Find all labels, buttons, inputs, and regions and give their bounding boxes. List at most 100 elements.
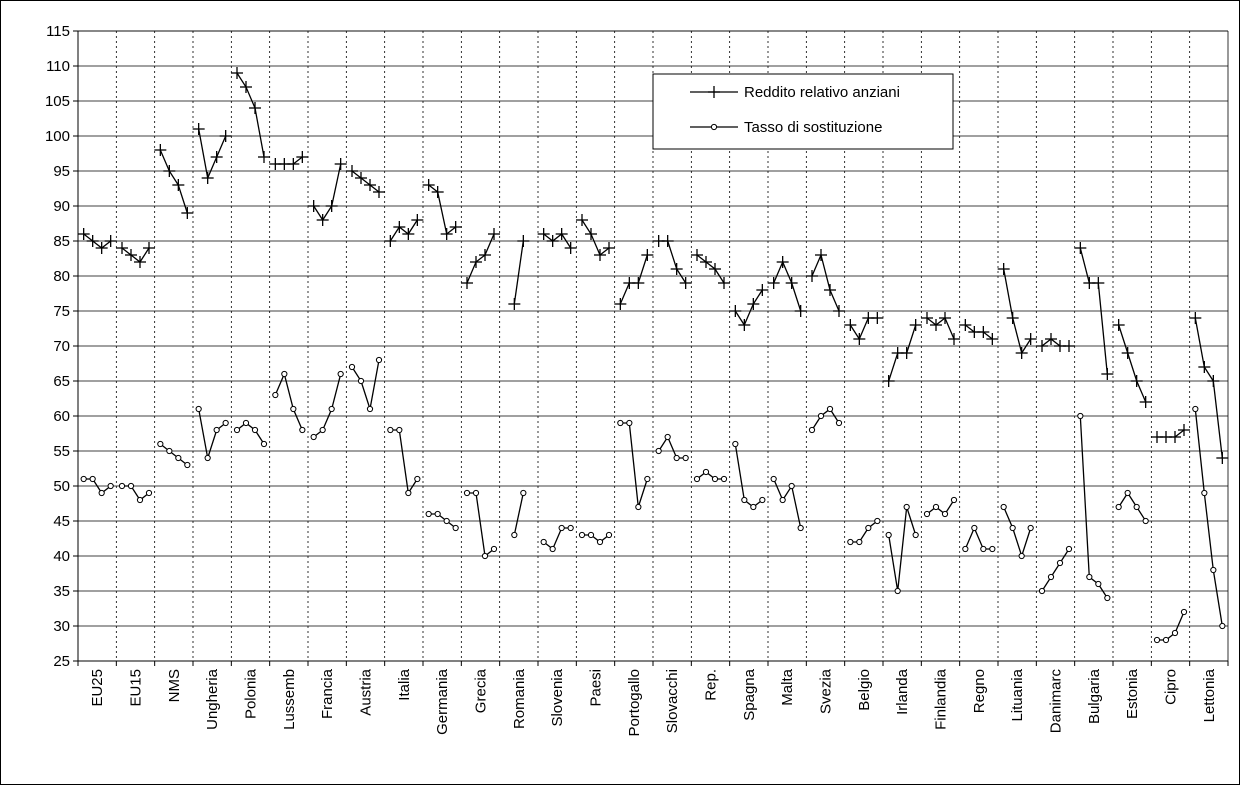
plus-marker	[364, 179, 376, 191]
category-label: Regno	[971, 669, 988, 713]
plus-marker	[116, 242, 128, 254]
category-label: Francia	[319, 668, 336, 719]
category-label: Grecia	[473, 668, 490, 713]
plus-marker	[488, 228, 500, 240]
series-segment	[198, 128, 227, 181]
series-segment	[926, 499, 955, 515]
plus-marker	[959, 319, 972, 331]
series-segment	[467, 492, 495, 558]
plus-marker	[334, 158, 347, 170]
circle-marker	[107, 482, 114, 490]
plus-marker	[249, 102, 261, 114]
category-label: Cipro	[1163, 669, 1180, 705]
circle-marker	[98, 489, 105, 497]
circle-marker	[1018, 552, 1025, 560]
circle-marker	[1133, 503, 1140, 511]
circle-marker	[549, 545, 556, 553]
series-segment	[696, 254, 725, 284]
circle-marker	[387, 426, 394, 434]
circle-marker	[732, 440, 739, 448]
circle-marker	[405, 489, 412, 497]
category-label: Danimarc	[1048, 669, 1065, 734]
plus-marker	[679, 277, 692, 289]
category-label: Polonia	[243, 668, 260, 719]
series-segment	[1079, 415, 1108, 599]
circle-marker	[779, 496, 786, 504]
plus-marker	[393, 221, 406, 233]
circle-marker	[357, 377, 365, 385]
circle-marker	[1171, 629, 1179, 637]
circle-marker	[319, 426, 326, 434]
plus-marker	[440, 228, 453, 240]
circle-marker	[242, 419, 250, 427]
plus-marker	[815, 249, 827, 261]
circle-marker	[375, 356, 383, 364]
plus-marker	[1207, 375, 1220, 387]
series-segment	[351, 359, 380, 410]
y-tick-label: 85	[53, 233, 70, 250]
plus-marker	[776, 256, 789, 268]
circle-marker	[472, 489, 480, 497]
y-tick-label: 30	[53, 618, 70, 635]
plus-marker	[1139, 396, 1152, 408]
plus-marker	[1216, 452, 1229, 464]
series-segment	[390, 429, 418, 495]
circle-marker	[452, 524, 459, 532]
category-label: Germania	[434, 668, 451, 735]
plus-marker	[449, 221, 462, 233]
circle-marker	[463, 489, 471, 497]
circle-marker	[251, 426, 259, 434]
circle-marker	[166, 447, 173, 455]
plus-marker	[718, 277, 730, 289]
plus-marker	[1092, 277, 1105, 289]
circle-marker	[1027, 524, 1034, 532]
circle-marker	[894, 587, 901, 595]
plus-marker	[307, 200, 320, 212]
circle-marker	[1210, 566, 1217, 574]
plus-marker	[603, 242, 615, 254]
plus-marker	[670, 263, 683, 275]
category-label: Svezia	[818, 668, 835, 714]
circle-marker	[617, 419, 624, 427]
plus-marker	[95, 242, 108, 254]
plus-marker	[1074, 242, 1087, 254]
plus-marker	[316, 214, 329, 226]
circle-marker	[1180, 608, 1188, 616]
circle-marker	[1086, 573, 1093, 581]
series-segment	[1118, 491, 1147, 522]
y-tick-label: 115	[46, 23, 70, 40]
circle-marker	[195, 405, 202, 413]
plus-marker	[1112, 319, 1125, 331]
plus-marker	[909, 319, 922, 331]
plus-marker	[181, 207, 194, 219]
plus-marker	[384, 235, 397, 247]
y-tick-label: 90	[53, 198, 70, 215]
plus-marker	[853, 333, 866, 345]
circle-marker	[856, 538, 863, 546]
circle-marker	[511, 531, 518, 539]
y-tick-label: 25	[53, 653, 70, 670]
series-segment	[1041, 338, 1069, 347]
series-segment	[773, 478, 802, 529]
plus-marker	[125, 249, 137, 261]
series-segment	[582, 534, 610, 543]
circle-marker	[759, 496, 766, 504]
plus-marker	[997, 263, 1010, 275]
axes	[73, 30, 1229, 666]
circle-marker	[184, 461, 191, 469]
plus-marker	[900, 347, 913, 359]
circle-marker	[1009, 524, 1016, 532]
circle-marker	[1201, 489, 1208, 497]
plus-marker	[1063, 340, 1075, 352]
series-segment	[658, 240, 687, 284]
y-tick-label: 45	[53, 513, 70, 530]
circle-marker	[175, 454, 182, 462]
series-segment	[236, 422, 265, 445]
plus-marker	[210, 151, 223, 163]
series-segment	[513, 492, 524, 536]
series-segment	[122, 485, 150, 501]
circle-marker	[272, 391, 279, 399]
plus-marker	[287, 158, 300, 170]
plus-marker	[431, 186, 444, 198]
